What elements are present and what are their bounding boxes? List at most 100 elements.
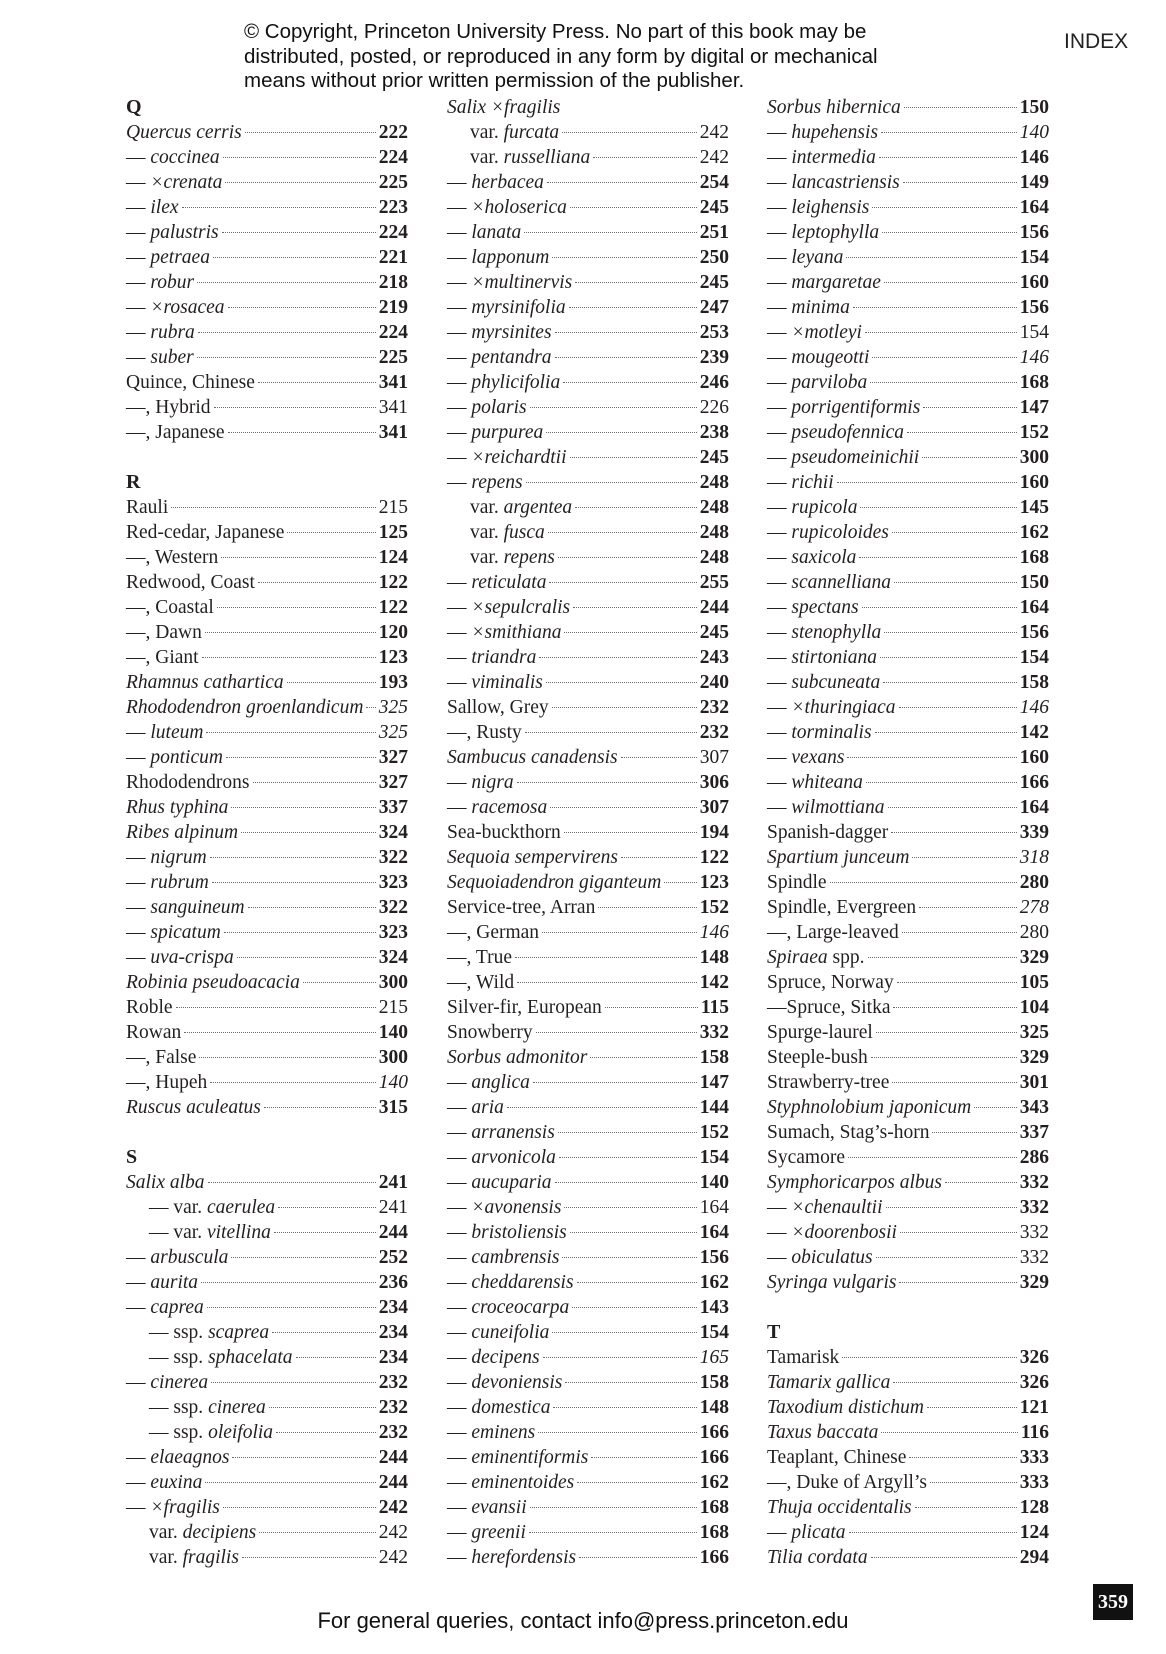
leader-dots (553, 1406, 697, 1408)
page-reference: 337 (1019, 1122, 1049, 1143)
index-entry: — ×reichardtii 245 (447, 445, 729, 470)
term-roman: — (126, 1497, 151, 1518)
entry-term: — leptophylla (767, 220, 879, 245)
term-roman: — (447, 1122, 472, 1143)
page-reference: 333 (1019, 1472, 1049, 1493)
leader-dots (506, 1106, 697, 1108)
term-italic: hupehensis (791, 122, 879, 143)
term-italic: cuneifolia (471, 1322, 550, 1343)
page-reference: 219 (378, 297, 408, 318)
entry-term: var. russelliana (470, 145, 590, 170)
index-entry: — ×doorenbosii 332 (767, 1220, 1049, 1245)
index-entry: — myrsinites 253 (447, 320, 729, 345)
entry-term: — rubra (126, 320, 195, 345)
entry-term: — intermedia (767, 145, 876, 170)
index-entry: Rhododendron groenlandicum 325 (126, 695, 408, 720)
term-roman: — (447, 1472, 472, 1493)
term-roman: — (767, 597, 792, 618)
page-reference: 152 (1019, 422, 1049, 443)
entry-term: —, German (447, 920, 539, 945)
term-italic: Rhododendron groenlandicum (126, 697, 364, 718)
entry-term: — myrsinites (447, 320, 552, 345)
term-roman: Sea-buckthorn (447, 822, 561, 843)
term-roman-suffix: spp. (827, 947, 865, 968)
entry-term: Syringa vulgaris (767, 1270, 896, 1295)
index-entry: — minima 156 (767, 295, 1049, 320)
leader-dots (861, 606, 1017, 608)
term-roman: —, Large-leaved (767, 922, 899, 943)
index-entry: — arvonicola 154 (447, 1145, 729, 1170)
term-roman: Strawberry-tree (767, 1072, 890, 1093)
term-roman: var. (149, 1522, 183, 1543)
term-italic: anglica (471, 1072, 530, 1093)
term-italic: pseudomeinichii (791, 447, 920, 468)
page-reference: 154 (1019, 647, 1049, 668)
term-italic: ×holoserica (471, 197, 567, 218)
leader-dots (529, 406, 697, 408)
term-roman: Rowan (126, 1022, 182, 1043)
term-italic: herbacea (471, 172, 544, 193)
term-roman: Sallow, Grey (447, 697, 549, 718)
entry-term: — ×holoserica (447, 195, 567, 220)
term-roman: — (126, 847, 151, 868)
term-roman: — (447, 1222, 472, 1243)
page-reference: 247 (699, 297, 729, 318)
leader-dots (517, 981, 697, 983)
term-roman: — (767, 1222, 792, 1243)
term-italic: domestica (471, 1397, 551, 1418)
page-reference: 322 (378, 897, 408, 918)
leader-dots (199, 1056, 376, 1058)
term-roman: — (767, 722, 792, 743)
entry-term: — arbuscula (126, 1245, 228, 1270)
entry-term: — myrsinifolia (447, 295, 566, 320)
term-italic: aurita (150, 1272, 199, 1293)
entry-term: var. argentea (470, 495, 572, 520)
entry-term: — ssp. scaprea (149, 1320, 269, 1345)
term-roman: — (447, 647, 472, 668)
term-italic: wilmottiana (791, 797, 885, 818)
term-roman: — ssp. (149, 1422, 209, 1443)
entry-term: var. furcata (470, 120, 559, 145)
entry-term: Taxus baccata (767, 1420, 878, 1445)
index-entry: Spanish-dagger 339 (767, 820, 1049, 845)
term-italic: torminalis (791, 722, 872, 743)
entry-term: — ilex (126, 195, 179, 220)
page-reference: 327 (378, 772, 408, 793)
index-entry: — ssp. scaprea 234 (126, 1320, 408, 1345)
index-entry: — devoniensis 158 (447, 1370, 729, 1395)
leader-dots (914, 1506, 1017, 1508)
leader-dots (575, 506, 697, 508)
entry-term: — triandra (447, 645, 536, 670)
term-italic: herefordensis (471, 1547, 577, 1568)
leader-dots (887, 806, 1017, 808)
leader-dots (899, 1281, 1017, 1283)
index-entry: Rhododendrons 327 (126, 770, 408, 795)
page-reference: 307 (699, 747, 729, 768)
term-roman: Roble (126, 997, 173, 1018)
page-reference: 240 (699, 672, 729, 693)
page-reference: 294 (1019, 1547, 1049, 1568)
entry-term: Styphnolobium japonicum (767, 1095, 971, 1120)
entry-term: — subcuneata (767, 670, 880, 695)
leader-dots (549, 581, 697, 583)
index-entry: — spicatum 323 (126, 920, 408, 945)
page-reference: 215 (378, 997, 408, 1018)
index-entry: — mougeotti 146 (767, 345, 1049, 370)
term-italic: Salix alba (126, 1172, 205, 1193)
term-italic: repens (503, 547, 555, 568)
term-italic: greenii (471, 1522, 526, 1543)
term-italic: vitellina (206, 1222, 271, 1243)
leader-dots (893, 1381, 1017, 1383)
index-entry: var. repens 248 (447, 545, 729, 570)
index-entry: —, Hupeh 140 (126, 1070, 408, 1095)
entry-term: —, Western (126, 545, 218, 570)
term-roman: — (126, 222, 151, 243)
leader-dots (524, 231, 697, 233)
leader-dots (562, 1256, 697, 1258)
term-roman: —, German (447, 922, 540, 943)
term-roman: — (126, 872, 151, 893)
index-entry: — rupicoloides 162 (767, 520, 1049, 545)
leader-dots (884, 631, 1017, 633)
index-entry: — whiteana 166 (767, 770, 1049, 795)
entry-term: — spicatum (126, 920, 221, 945)
